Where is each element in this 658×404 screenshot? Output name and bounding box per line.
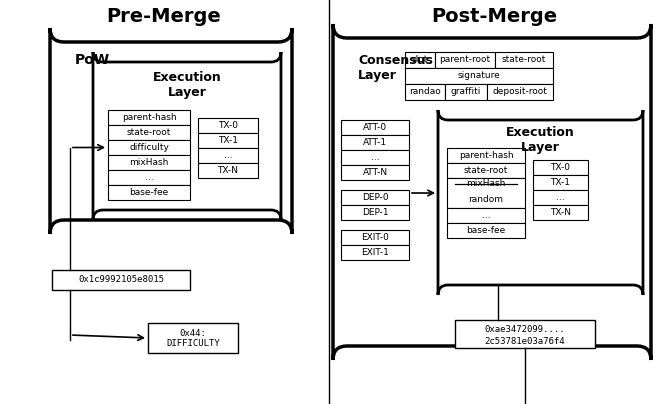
Text: EXIT-1: EXIT-1 — [361, 248, 389, 257]
Text: Consensus
Layer: Consensus Layer — [358, 54, 433, 82]
Bar — [533, 175, 588, 190]
Bar — [341, 150, 409, 165]
Bar — [198, 148, 258, 163]
Bar — [341, 245, 409, 260]
Text: TX-0: TX-0 — [551, 163, 570, 172]
Bar — [405, 84, 445, 100]
Text: EXIT-0: EXIT-0 — [361, 233, 389, 242]
Bar — [341, 135, 409, 150]
Bar — [341, 120, 409, 135]
Text: Post-Merge: Post-Merge — [431, 6, 557, 25]
Text: graffiti: graffiti — [451, 88, 481, 97]
Bar — [405, 68, 553, 84]
Text: mixHash: mixHash — [467, 179, 506, 189]
Text: mixHash: mixHash — [130, 158, 168, 167]
Bar — [445, 84, 487, 100]
Text: ATT-1: ATT-1 — [363, 138, 387, 147]
Text: PoW: PoW — [75, 53, 110, 67]
Bar — [533, 205, 588, 220]
Text: random: random — [468, 194, 503, 204]
Text: 0x1c9992105e8015: 0x1c9992105e8015 — [78, 276, 164, 284]
Text: TX-0: TX-0 — [218, 121, 238, 130]
Text: slot: slot — [412, 55, 428, 65]
Text: ...: ... — [370, 153, 379, 162]
Bar — [447, 223, 525, 238]
Text: ...: ... — [482, 211, 490, 220]
FancyBboxPatch shape — [333, 24, 651, 360]
Text: state-root: state-root — [502, 55, 546, 65]
FancyBboxPatch shape — [50, 28, 292, 234]
Bar — [52, 270, 190, 290]
Bar — [148, 323, 238, 353]
Text: signature: signature — [457, 72, 500, 80]
Text: ...: ... — [556, 193, 565, 202]
Text: 0xae3472099....: 0xae3472099.... — [485, 326, 565, 335]
Bar — [198, 163, 258, 178]
Text: ...: ... — [145, 173, 153, 182]
Text: state-root: state-root — [464, 166, 508, 175]
Text: TX-1: TX-1 — [551, 178, 570, 187]
Bar — [447, 208, 525, 223]
Text: DEP-1: DEP-1 — [362, 208, 388, 217]
Text: Pre-Merge: Pre-Merge — [107, 6, 221, 25]
Bar — [341, 165, 409, 180]
Text: base-fee: base-fee — [467, 226, 505, 235]
Text: ...: ... — [224, 151, 232, 160]
Text: parent-root: parent-root — [440, 55, 491, 65]
Text: TX-1: TX-1 — [218, 136, 238, 145]
FancyBboxPatch shape — [93, 52, 281, 220]
Bar — [108, 155, 190, 170]
Text: ATT-N: ATT-N — [363, 168, 388, 177]
Text: parent-hash: parent-hash — [122, 113, 176, 122]
Bar — [198, 118, 258, 133]
Bar — [405, 52, 435, 68]
Text: difficulty: difficulty — [129, 143, 169, 152]
Text: TX-N: TX-N — [550, 208, 571, 217]
Bar — [487, 84, 553, 100]
Text: state-root: state-root — [127, 128, 171, 137]
Text: Execution
Layer: Execution Layer — [506, 126, 575, 154]
Bar — [435, 52, 495, 68]
Text: Execution
Layer: Execution Layer — [153, 71, 221, 99]
Text: deposit-root: deposit-root — [493, 88, 547, 97]
Text: 2c53781e03a76f4: 2c53781e03a76f4 — [485, 337, 565, 345]
Bar — [341, 230, 409, 245]
Text: randao: randao — [409, 88, 441, 97]
FancyBboxPatch shape — [438, 110, 643, 295]
Bar — [533, 190, 588, 205]
Text: DEP-0: DEP-0 — [362, 193, 388, 202]
Bar — [108, 185, 190, 200]
Bar — [108, 125, 190, 140]
Text: ATT-0: ATT-0 — [363, 123, 387, 132]
Bar — [447, 163, 525, 178]
Bar — [198, 133, 258, 148]
Text: parent-hash: parent-hash — [459, 151, 513, 160]
Bar — [341, 205, 409, 220]
Bar — [455, 320, 595, 348]
Bar — [533, 160, 588, 175]
Bar — [108, 170, 190, 185]
Bar — [447, 148, 525, 163]
Text: 0x44:: 0x44: — [180, 328, 207, 337]
Text: DIFFICULTY: DIFFICULTY — [166, 339, 220, 349]
Text: TX-N: TX-N — [218, 166, 238, 175]
Text: base-fee: base-fee — [130, 188, 168, 197]
Bar — [495, 52, 553, 68]
Bar — [447, 178, 525, 208]
Bar — [108, 140, 190, 155]
Bar — [108, 110, 190, 125]
Bar — [341, 190, 409, 205]
